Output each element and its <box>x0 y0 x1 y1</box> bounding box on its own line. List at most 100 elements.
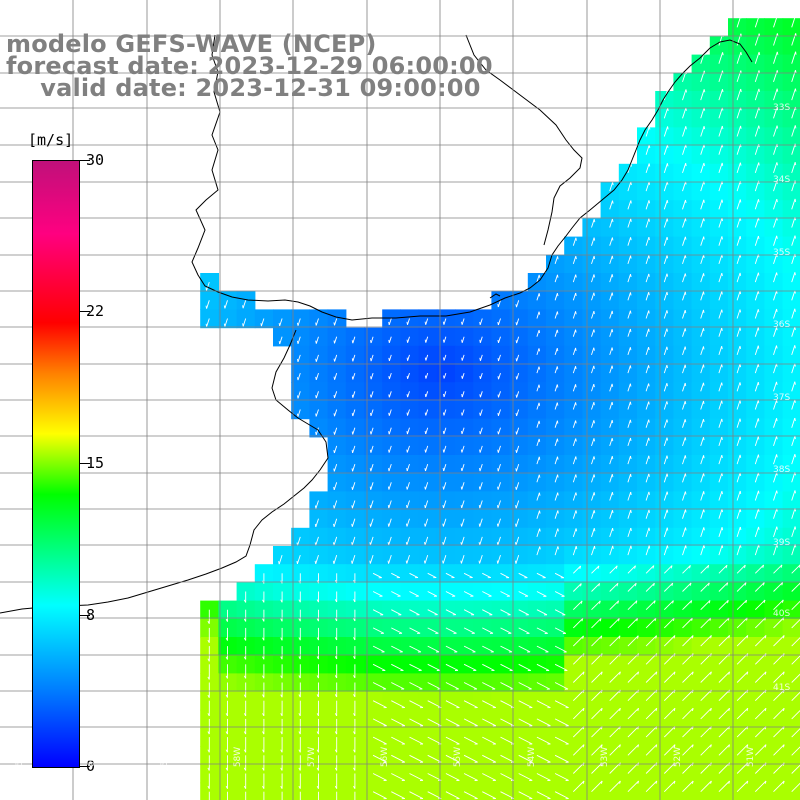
wind-arrow <box>334 609 338 622</box>
wind-speed-cell <box>527 491 547 511</box>
wind-speed-cell <box>655 127 674 147</box>
wind-speed-cell <box>746 127 765 147</box>
wind-speed-cell <box>728 509 747 529</box>
wind-arrow <box>718 564 728 574</box>
wind-speed-cell <box>691 109 711 128</box>
wind-speed-cell <box>637 236 656 256</box>
wind-arrow <box>406 409 410 416</box>
wind-arrow <box>718 346 723 356</box>
wind-arrow <box>773 526 778 538</box>
wind-arrow <box>572 618 584 629</box>
wind-arrow <box>663 509 669 519</box>
wind-arrow <box>609 744 621 756</box>
wind-speed-cell <box>709 400 729 420</box>
wind-arrow <box>718 125 724 137</box>
wind-speed-cell <box>746 36 765 56</box>
wind-arrow <box>663 455 669 465</box>
wind-arrow <box>736 125 742 137</box>
wind-arrow <box>773 780 785 793</box>
wind-arrow <box>572 474 577 483</box>
wind-arrow <box>736 526 742 538</box>
wind-speed-cell <box>764 254 784 274</box>
wind-speed-cell <box>764 491 784 511</box>
wind-arrow <box>409 591 419 597</box>
wind-arrow <box>754 526 760 538</box>
wind-arrow <box>682 527 687 538</box>
wind-arrow <box>554 474 559 483</box>
wind-arrow <box>700 346 705 356</box>
wind-arrow <box>718 509 723 519</box>
wind-arrow <box>682 509 687 519</box>
wind-arrow <box>243 718 247 735</box>
wind-speed-cell <box>709 145 729 165</box>
wind-speed-cell <box>728 127 747 147</box>
wind-speed-cell <box>782 182 800 201</box>
wind-arrow <box>754 363 760 374</box>
wind-arrow <box>682 565 691 574</box>
wind-arrow <box>773 143 778 155</box>
wind-arrow <box>591 689 603 702</box>
wind-arrow <box>208 791 210 800</box>
coastline-laguna-interior <box>465 34 583 246</box>
wind-arrow <box>609 600 620 611</box>
wind-arrow <box>427 627 439 634</box>
wind-arrow <box>791 637 800 647</box>
wind-speed-cell <box>618 182 638 201</box>
wind-speed-cell <box>673 273 693 292</box>
wind-arrow <box>482 736 497 745</box>
wind-arrow <box>718 544 724 556</box>
wind-arrow <box>791 782 800 793</box>
wind-arrow <box>333 391 338 399</box>
wind-arrow <box>754 290 760 301</box>
wind-arrow <box>207 609 210 624</box>
wind-arrow <box>609 274 614 283</box>
wind-arrow <box>554 438 559 447</box>
wind-arrow <box>627 255 632 265</box>
wind-arrow <box>682 364 687 374</box>
wind-arrow <box>536 754 551 763</box>
wind-speed-cell <box>728 145 747 165</box>
wind-arrow <box>572 366 577 374</box>
wind-arrow <box>554 366 559 374</box>
wind-speed-cell <box>582 546 602 565</box>
wind-arrow <box>460 463 465 472</box>
wind-speed-cell <box>582 309 602 329</box>
wind-speed-cell <box>546 509 565 529</box>
wind-speed-cell <box>673 382 693 401</box>
wind-arrow <box>353 718 356 735</box>
wind-speed-cell <box>291 782 310 800</box>
wind-arrow <box>682 635 694 647</box>
wind-arrow <box>461 391 465 398</box>
wind-speed-cell <box>746 364 765 383</box>
wind-speed-cell <box>728 473 747 492</box>
wind-arrow <box>372 645 385 653</box>
wind-arrow <box>645 163 651 174</box>
wind-arrow <box>791 582 800 592</box>
wind-speed-cell <box>709 327 729 347</box>
wind-arrow <box>645 707 658 720</box>
wind-speed-cell <box>637 327 656 347</box>
wind-arrow <box>773 582 784 592</box>
wind-speed-cell <box>764 400 784 420</box>
wind-speed-cell <box>691 527 711 547</box>
wind-arrow <box>700 455 705 465</box>
wind-speed-cell <box>546 327 565 347</box>
wind-arrow <box>536 591 547 597</box>
wind-arrow <box>627 455 632 465</box>
wind-arrow <box>700 527 705 538</box>
wind-arrow <box>518 591 529 597</box>
wind-speed-cell <box>691 436 711 456</box>
wind-arrow <box>332 554 338 564</box>
wind-arrow <box>736 15 743 28</box>
wind-arrow <box>773 14 779 28</box>
wind-speed-cell <box>655 509 674 529</box>
wind-arrow <box>572 565 582 574</box>
wind-arrow <box>700 328 705 337</box>
wind-arrow <box>518 700 533 709</box>
wind-speed-cell <box>564 236 583 256</box>
wind-speed-cell <box>527 418 547 438</box>
wind-speed-cell <box>655 546 674 565</box>
wind-arrow <box>773 125 779 137</box>
wind-speed-cell <box>691 163 711 183</box>
